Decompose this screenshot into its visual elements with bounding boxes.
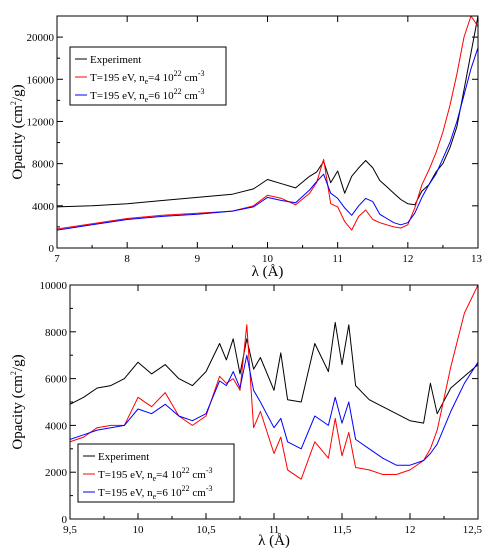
- series-line-0: [70, 321, 478, 424]
- y-tick-label: 20000: [27, 32, 55, 44]
- x-tick-label: 11: [332, 253, 343, 265]
- legend-entry-0: Experiment: [90, 54, 141, 66]
- legend: Experiment T=195 eV, ne=4 1022 cm-3T=195 …: [69, 46, 227, 106]
- x-tick-label: 10: [133, 524, 145, 536]
- y-axis-title: Opacity (cm2/g): [9, 354, 26, 449]
- legend-entry-2: T=195 eV, ne=6 1022 cm-3: [98, 484, 213, 501]
- x-tick-label: 11: [269, 524, 280, 536]
- chart-top: 7 8 9 10 11 12 13 0 4000 8000 12000 16000 20000 λ (Å)…: [9, 15, 483, 280]
- series-line-1: [57, 16, 478, 231]
- x-tick-label: 10: [262, 253, 274, 265]
- y-tick-label: 8000: [32, 159, 55, 171]
- x-tick-label: 12,5: [463, 524, 483, 536]
- series-line-2: [70, 354, 478, 466]
- x-tick-label: 7: [54, 253, 60, 265]
- y-tick-label: 2000: [45, 467, 68, 479]
- series-line-2: [57, 47, 478, 231]
- y-tick-label: 0: [49, 243, 55, 255]
- y-tick-label: 8000: [45, 327, 68, 339]
- legend-entry-1: T=195 eV, ne=4 1022 cm-3: [90, 69, 205, 86]
- y-tick-label: 12000: [27, 116, 55, 128]
- x-tick-label: 9,5: [63, 524, 77, 536]
- legend-box: [69, 46, 227, 106]
- x-tick-label: 13: [471, 253, 483, 265]
- legend-box: [77, 443, 235, 503]
- y-tick-label: 0: [62, 514, 68, 526]
- x-tick-label: 11,5: [333, 524, 352, 536]
- x-tick-label: 10,5: [196, 524, 216, 536]
- series-line-1: [70, 285, 478, 480]
- y-tick-label: 16000: [27, 74, 55, 86]
- y-tick-label: 4000: [45, 420, 68, 432]
- x-axis-title: λ (Å): [252, 264, 284, 280]
- legend-entry-0: Experiment: [98, 451, 149, 463]
- x-tick-label: 12: [402, 253, 413, 265]
- y-axis-title: Opacity (cm2/g): [9, 84, 26, 179]
- legend: Experiment T=195 eV, ne=4 1022 cm-3T=195 …: [77, 443, 235, 503]
- x-tick-label: 9: [195, 253, 201, 265]
- legend-entry-2: T=195 eV, ne=6 1022 cm-3: [90, 87, 205, 104]
- series-line-0: [57, 16, 478, 208]
- y-tick-label: 10000: [40, 280, 68, 292]
- x-tick-label: 8: [124, 253, 130, 265]
- y-tick-label: 6000: [45, 374, 68, 386]
- y-tick-label: 4000: [32, 201, 55, 213]
- legend-entry-1: T=195 eV, ne=4 1022 cm-3: [98, 466, 213, 483]
- x-axis-title: λ (Å): [258, 533, 290, 549]
- x-tick-label: 12: [405, 524, 416, 536]
- chart-bottom: 9,5 10 10,5 11 11,5 12 12,5 0 2000 4000 6000 8000 10…: [9, 280, 483, 549]
